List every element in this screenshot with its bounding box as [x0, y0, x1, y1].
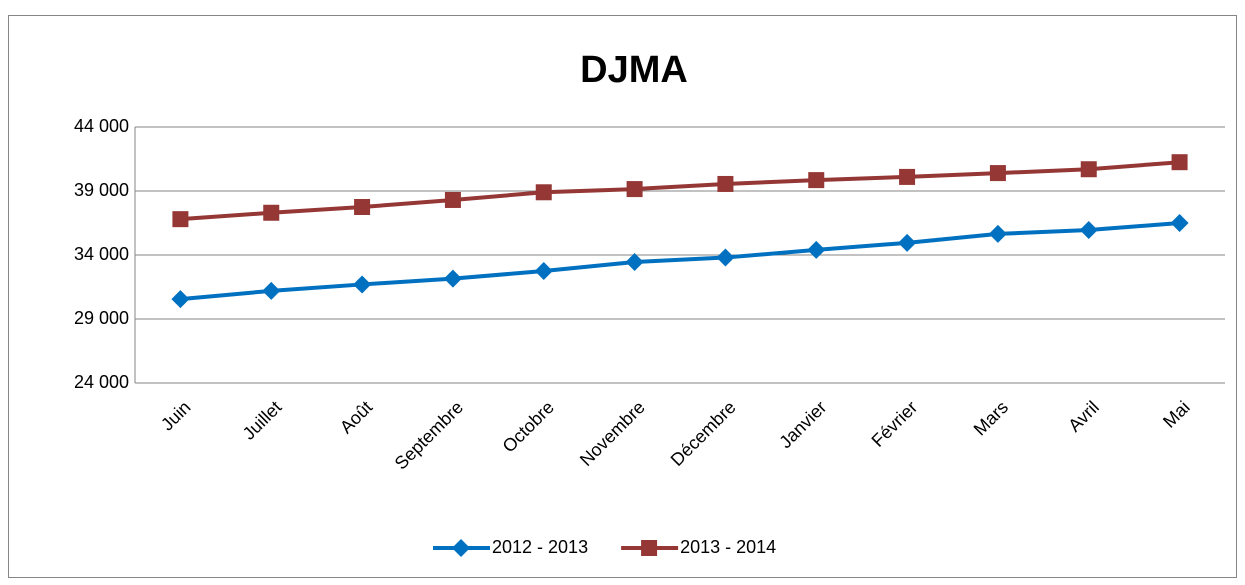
chart-title: DJMA: [580, 49, 688, 91]
marker: [171, 290, 190, 309]
marker: [625, 253, 644, 272]
y-tick-label: 44 000: [74, 116, 129, 136]
y-tick-label: 24 000: [74, 372, 129, 392]
y-tick-label: 39 000: [74, 180, 129, 200]
marker: [1080, 161, 1097, 178]
marker: [172, 211, 189, 228]
marker: [988, 224, 1007, 243]
marker: [263, 204, 280, 221]
marker: [354, 199, 371, 215]
y-tick-label: 34 000: [74, 244, 129, 264]
marker: [262, 281, 281, 300]
marker: [443, 269, 462, 288]
marker: [717, 175, 734, 192]
marker: [899, 168, 916, 185]
marker: [807, 240, 826, 259]
marker: [444, 191, 461, 208]
marker: [1170, 214, 1189, 232]
marker: [1171, 154, 1188, 171]
legend-label: 2013 - 2014: [680, 537, 776, 557]
marker: [626, 181, 643, 198]
series-line: [180, 160, 1180, 222]
marker: [452, 539, 470, 557]
marker: [989, 165, 1006, 182]
marker: [535, 184, 552, 201]
marker: [1079, 221, 1098, 240]
marker: [353, 275, 372, 294]
y-tick-label: 29 000: [74, 308, 129, 328]
marker: [641, 540, 658, 556]
marker: [716, 248, 735, 267]
series-line: [180, 221, 1180, 302]
marker: [898, 233, 917, 252]
marker: [534, 262, 553, 280]
legend-label: 2012 - 2013: [492, 537, 588, 557]
marker: [808, 172, 825, 189]
